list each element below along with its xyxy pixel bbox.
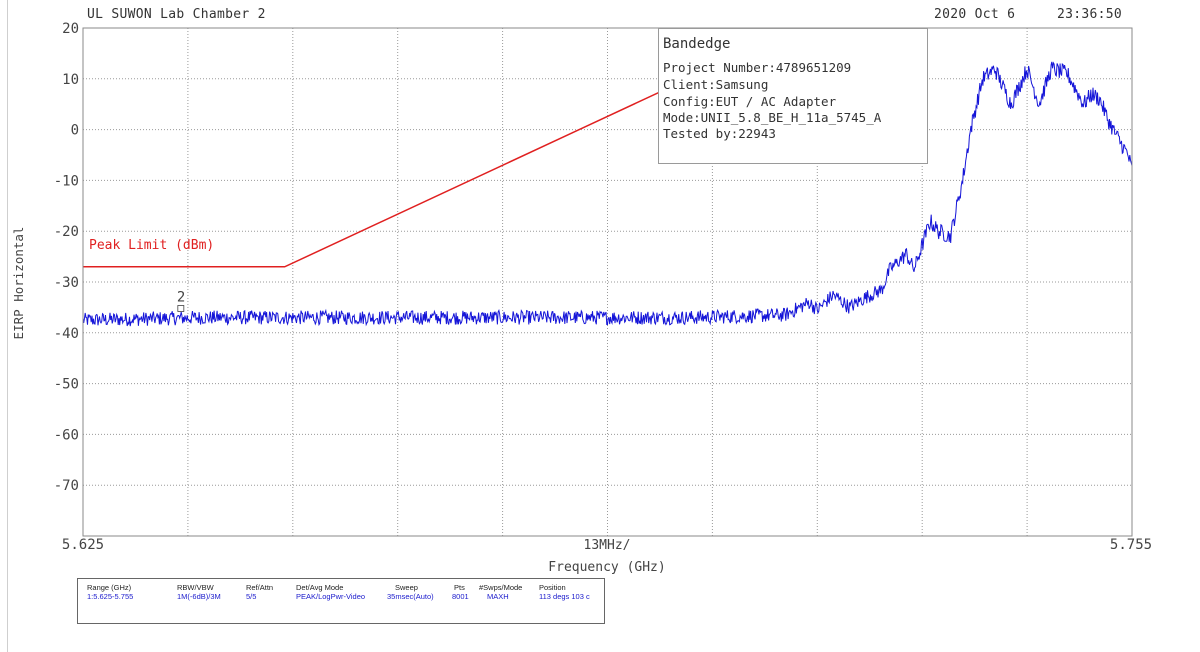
trace-group bbox=[82, 61, 1133, 327]
time-label: 23:36:50 bbox=[1057, 7, 1123, 22]
y-tick-label: 20 bbox=[62, 21, 79, 37]
settings-header-position: Position bbox=[539, 583, 566, 592]
y-tick-label: -50 bbox=[54, 377, 79, 393]
y-tick-label: -30 bbox=[54, 275, 79, 291]
x-center-label: 13MHz/ bbox=[584, 538, 631, 553]
y-axis-label: EIRP Horizontal bbox=[11, 227, 26, 340]
y-tick-label: -60 bbox=[54, 427, 79, 443]
trace-line bbox=[82, 61, 1133, 327]
info-line-config: Config:EUT / AC Adapter bbox=[663, 94, 837, 109]
settings-value-sweep: 35msec(Auto) bbox=[387, 592, 434, 601]
settings-header-swps: #Swps/Mode bbox=[479, 583, 523, 592]
settings-value-pts: 8001 bbox=[452, 592, 469, 601]
plot-frame bbox=[82, 27, 1133, 537]
settings-value-range: 1:5.625-5.755 bbox=[87, 592, 134, 601]
settings-header-rbw: RBW/VBW bbox=[177, 583, 214, 592]
settings-header-det: Det/Avg Mode bbox=[296, 583, 344, 592]
settings-value-position: 113 degs 103 c bbox=[539, 592, 590, 601]
info-line-tester: Tested by:22943 bbox=[663, 126, 776, 141]
settings-header-sweep: Sweep bbox=[395, 583, 418, 592]
marker-label: 2 bbox=[177, 289, 185, 305]
axis-group: 20 10 0 -10 -20 -30 -40 -50 -60 -70 2 bbox=[54, 21, 1133, 537]
settings-value-ref: 5/5 bbox=[246, 592, 257, 601]
y-tick-label: -20 bbox=[54, 224, 79, 240]
chart-grid bbox=[83, 28, 1132, 536]
info-line-project: Project Number:4789651209 bbox=[663, 60, 852, 75]
y-tick-label: 10 bbox=[62, 72, 79, 88]
y-tick-label: 0 bbox=[71, 123, 79, 139]
info-line-client: Client:Samsung bbox=[663, 77, 769, 92]
info-line-mode: Mode:UNII_5.8_BE_H_11a_5745_A bbox=[663, 110, 882, 125]
x-end-label: 5.755 bbox=[1110, 537, 1152, 553]
settings-panel: Range (GHz) 1:5.625-5.755 RBW/VBW 1M(-6d… bbox=[77, 578, 605, 624]
info-title: Bandedge bbox=[663, 36, 731, 52]
marker-diamond bbox=[177, 305, 185, 312]
x-start-label: 5.625 bbox=[62, 537, 104, 553]
x-axis-label: Frequency (GHz) bbox=[548, 560, 665, 575]
settings-value-rbw: 1M(-6dB)/3M bbox=[177, 592, 221, 601]
settings-header-range: Range (GHz) bbox=[87, 583, 132, 592]
y-tick-label: -10 bbox=[54, 173, 79, 189]
y-tick-label: -70 bbox=[54, 478, 79, 494]
limit-line-label: Peak Limit (dBm) bbox=[89, 238, 214, 253]
settings-header-ref: Ref/Attn bbox=[246, 583, 274, 592]
settings-value-det: PEAK/LogPwr-Video bbox=[296, 592, 366, 601]
date-label: 2020 Oct 6 bbox=[934, 7, 1016, 22]
y-tick-label: -40 bbox=[54, 326, 79, 342]
chart-title: UL SUWON Lab Chamber 2 bbox=[87, 7, 266, 22]
settings-header-pts: Pts bbox=[454, 583, 465, 592]
info-box bbox=[658, 28, 928, 164]
settings-value-swps: MAXH bbox=[487, 592, 509, 601]
window-edge bbox=[7, 0, 8, 652]
